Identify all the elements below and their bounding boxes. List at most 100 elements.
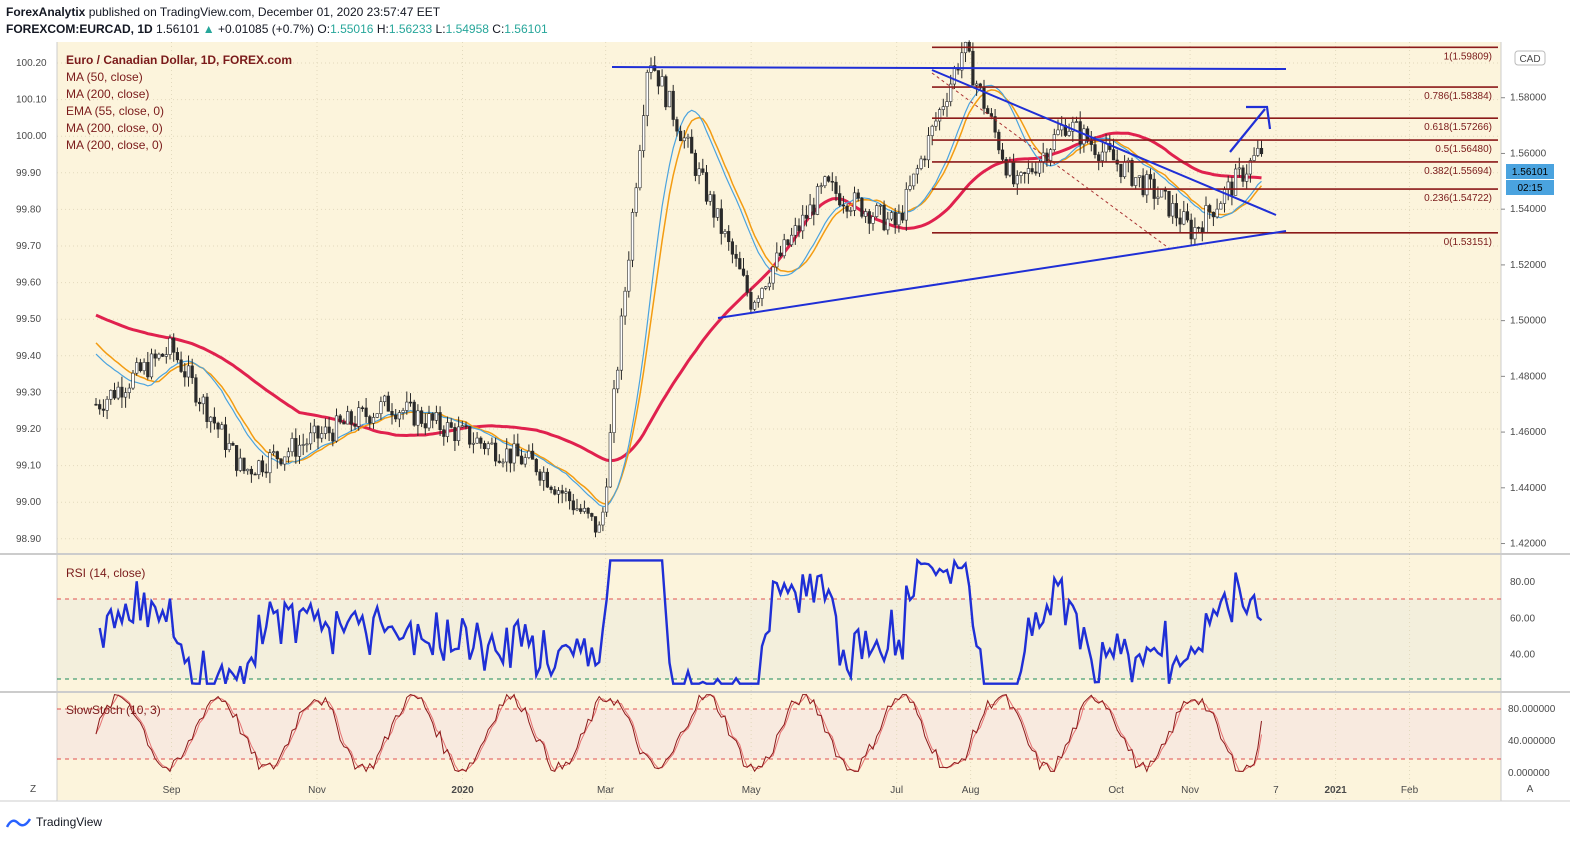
candle-body	[1019, 172, 1023, 176]
stoch-label[interactable]: SlowStoch (10, 3)	[66, 703, 161, 717]
auto-scale-button[interactable]: A	[1527, 784, 1534, 795]
candle	[749, 288, 753, 313]
rsi-axis[interactable]: 80.00 60.00 40.00	[1510, 577, 1535, 661]
candle-body	[834, 181, 838, 194]
candle-body	[690, 136, 694, 154]
descending-trendline[interactable]	[931, 69, 1277, 216]
candle-body	[456, 426, 461, 441]
candle	[664, 74, 668, 111]
candle	[849, 206, 853, 217]
left-price-axis[interactable]: 100.20 100.10 100.00 99.90 99.80 99.70 99.60 99…	[16, 58, 47, 545]
candle	[649, 57, 653, 80]
legend-ema55[interactable]: EMA (55, close, 0)	[66, 104, 164, 118]
candle	[231, 441, 235, 446]
candle-body	[682, 137, 686, 142]
stoch-axis[interactable]: 80.000000 40.000000 0.000000	[1508, 704, 1556, 779]
time-axis[interactable]: Sep Nov 2020 Mar May Jul Aug Oct Nov 7 2021 Feb	[163, 785, 1419, 796]
price-pane[interactable]	[57, 42, 1501, 553]
candle-body	[1119, 163, 1123, 178]
arrow-up-icon[interactable]	[1229, 105, 1272, 153]
legend-ma200[interactable]: MA (200, close)	[66, 87, 149, 101]
stoch-d-line[interactable]	[95, 693, 1262, 773]
candle	[819, 182, 823, 194]
candle-body	[804, 214, 808, 219]
candle	[471, 432, 476, 454]
candle-body	[945, 101, 949, 107]
candle-body	[1204, 205, 1208, 233]
candle	[1067, 123, 1071, 137]
candles-group[interactable]	[94, 40, 1264, 538]
left-tick-label: 100.20	[16, 58, 47, 69]
legend-ma200-b[interactable]: MA (200, close, 0)	[66, 121, 163, 135]
candle	[1119, 163, 1123, 184]
candle	[949, 74, 953, 107]
ma50-line[interactable]	[95, 84, 1262, 508]
zoom-corner-button[interactable]: Z	[30, 784, 36, 795]
candle	[1252, 147, 1256, 162]
rsi-tick-label: 60.00	[1510, 613, 1535, 624]
candle	[1182, 200, 1186, 226]
candle	[764, 285, 768, 291]
legend-title[interactable]: Euro / Canadian Dollar, 1D, FOREX.com	[66, 53, 292, 67]
fib-retracement[interactable]: 1(1.59809) 0.786(1.58384) 0.618(1.57266) 0.…	[932, 46, 1498, 248]
symbol-name: FOREXCOM:EURCAD, 1D	[6, 22, 153, 36]
candle-body	[253, 473, 257, 476]
candle-body	[660, 76, 664, 87]
candle	[183, 362, 187, 387]
candle	[427, 405, 431, 432]
candle	[597, 521, 601, 533]
right-price-axis[interactable]: 1.58000 1.56000 1.54000 1.52000 1.50000 1.480…	[1501, 93, 1547, 550]
candle	[124, 387, 128, 408]
price-badge[interactable]	[1506, 164, 1554, 179]
candle	[708, 190, 712, 206]
time-badge[interactable]	[1506, 180, 1554, 195]
candle	[1023, 171, 1027, 184]
candle-body	[749, 292, 753, 310]
candle	[523, 453, 527, 468]
candle	[967, 40, 971, 53]
candle-body	[878, 204, 882, 207]
candle-body	[460, 425, 464, 428]
currency-badge[interactable]	[1514, 50, 1546, 66]
ema55-line[interactable]	[95, 89, 1263, 506]
rsi-label[interactable]: RSI (14, close)	[66, 566, 145, 580]
publisher-name[interactable]: ForexAnalytix	[6, 5, 86, 19]
rsi-line[interactable]	[98, 557, 1263, 685]
candle	[1256, 139, 1260, 157]
candle-body	[505, 448, 509, 463]
candle-body	[120, 386, 124, 398]
candle-body	[264, 471, 268, 474]
stoch-k-line[interactable]	[95, 693, 1262, 773]
candle	[645, 69, 649, 127]
ma200-line[interactable]	[95, 131, 1262, 463]
candle-body	[183, 371, 187, 378]
candle-body	[146, 361, 150, 378]
left-tick-label: 99.60	[16, 278, 41, 289]
candle	[723, 229, 727, 238]
ascending-trendline[interactable]	[717, 230, 1287, 319]
candle-body	[982, 86, 986, 109]
candle-body	[1160, 189, 1164, 198]
candle-body	[1123, 161, 1127, 178]
fib-level-label: 1(1.59809)	[1444, 51, 1492, 62]
footer-brand[interactable]: TradingView	[36, 815, 103, 829]
candle	[1000, 143, 1005, 161]
candle-body	[567, 491, 572, 502]
candle	[612, 379, 616, 444]
grid-lines	[57, 42, 1501, 801]
candle-body	[693, 152, 697, 176]
legend-ma200-c[interactable]: MA (200, close, 0)	[66, 138, 163, 152]
left-tick-label: 99.90	[16, 168, 41, 179]
top-horizontal-trendline[interactable]	[611, 66, 1287, 70]
time-tick-label: Aug	[962, 785, 980, 796]
legend-ma50[interactable]: MA (50, close)	[66, 70, 143, 84]
right-tick-label: 1.42000	[1510, 539, 1547, 550]
candle-body	[1045, 152, 1049, 161]
candle-body	[516, 443, 520, 457]
candle	[138, 358, 143, 373]
candle-body	[116, 386, 120, 399]
tradingview-logo-icon[interactable]	[6, 815, 32, 829]
candle	[697, 162, 701, 185]
candle	[275, 450, 279, 469]
